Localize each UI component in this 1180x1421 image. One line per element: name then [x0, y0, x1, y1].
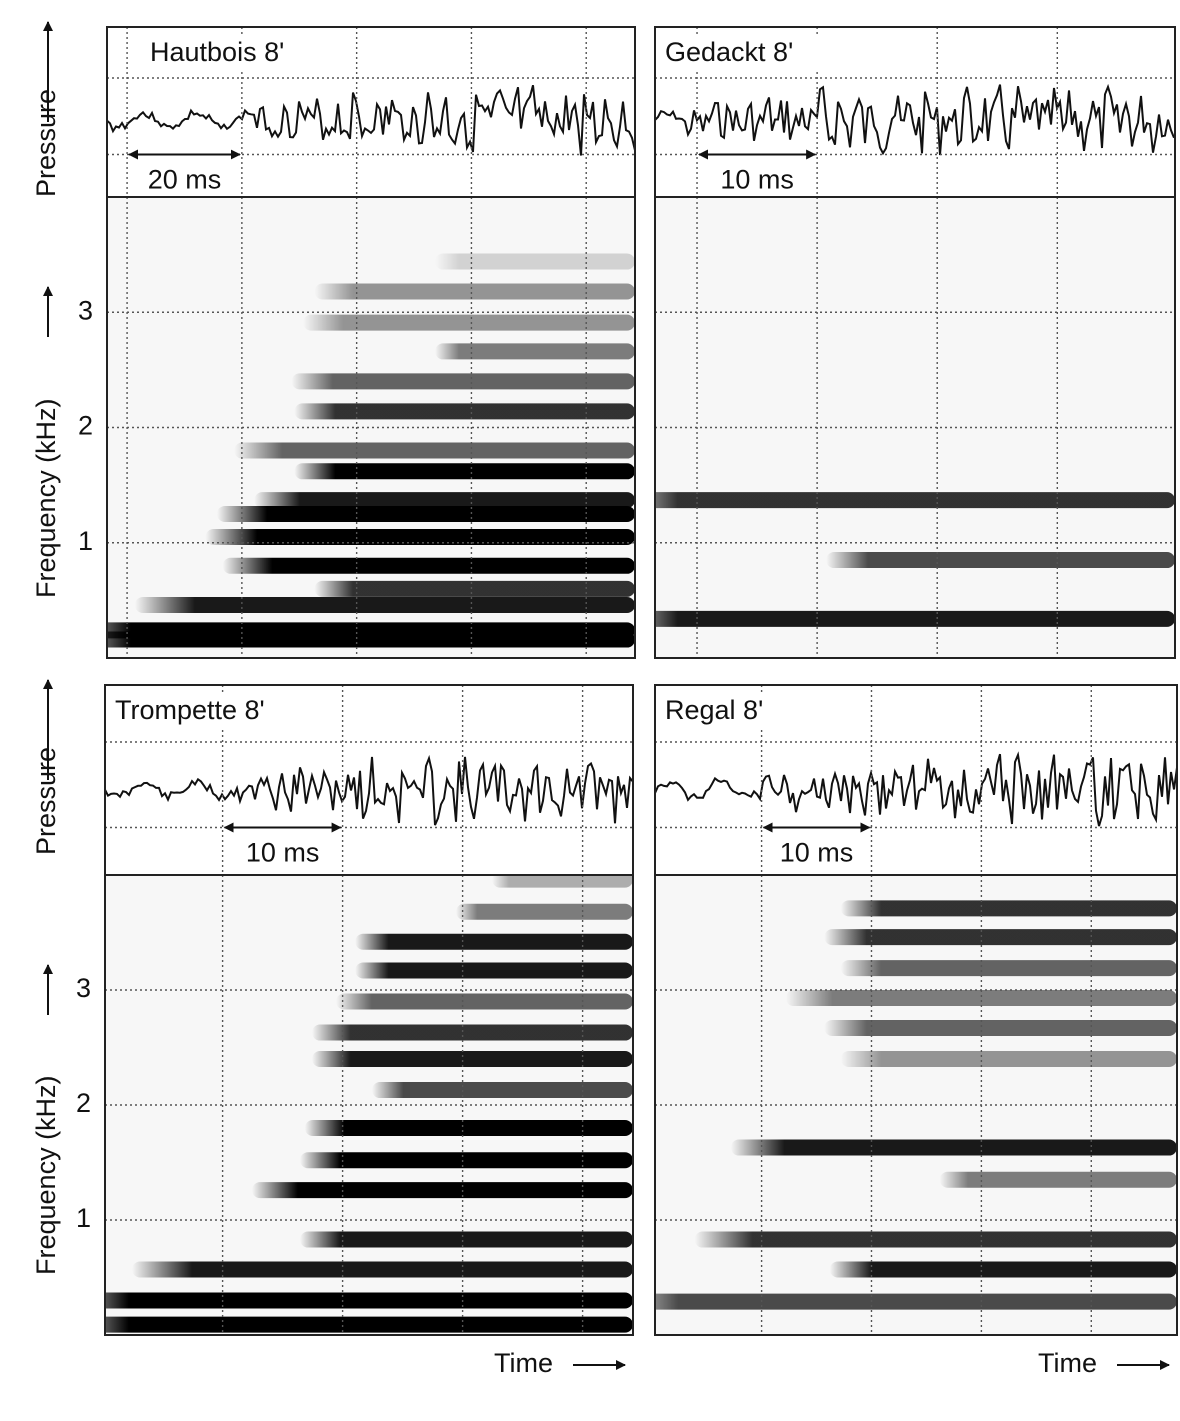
- harmonic-band: [312, 1024, 633, 1041]
- harmonic-band: [829, 1261, 1177, 1278]
- harmonic-band: [824, 1019, 1177, 1036]
- harmonic-band: [355, 933, 633, 950]
- pressure-waveform: [104, 754, 634, 826]
- pressure-waveform: [654, 751, 1178, 827]
- harmonic-band: [304, 1120, 633, 1136]
- pressure-label: Pressure: [31, 89, 61, 197]
- time-label: Time: [494, 1348, 553, 1378]
- harmonic-band: [205, 528, 635, 545]
- harmonic-band: [107, 622, 635, 639]
- title-bg: [109, 693, 279, 729]
- scale-label: 10 ms: [720, 165, 794, 195]
- harmonic-band: [435, 343, 635, 360]
- y-tick-label: 1: [78, 526, 93, 556]
- harmonic-band: [372, 1082, 633, 1099]
- panel: Gedackt 8' 10 ms: [654, 26, 1176, 659]
- scale-label: 20 ms: [148, 165, 222, 195]
- harmonic-band: [655, 492, 1175, 509]
- scale-label: 10 ms: [780, 838, 854, 868]
- harmonic-band: [840, 900, 1177, 917]
- harmonic-band: [294, 403, 635, 420]
- y-tick-label: 3: [78, 295, 93, 325]
- harmonic-band: [939, 1171, 1177, 1188]
- time-label: Time: [1038, 1348, 1097, 1378]
- panel-frame: [106, 26, 636, 659]
- bands: [655, 900, 1177, 1310]
- pressure-waveform: [654, 83, 1175, 156]
- harmonic-band: [303, 314, 635, 331]
- panel-frame: [654, 26, 1176, 659]
- y-tick-label: 1: [76, 1203, 91, 1233]
- harmonic-band: [336, 993, 633, 1010]
- pressure-waveform: [106, 84, 636, 156]
- y-tick-label: 2: [76, 1088, 91, 1118]
- panel-title: Hautbois 8': [150, 37, 284, 67]
- harmonic-band: [314, 283, 635, 300]
- panel-frame: [654, 684, 1178, 1336]
- panel: Regal 8' 10 ms Time: [654, 684, 1178, 1378]
- harmonic-band: [294, 463, 635, 480]
- harmonic-band: [300, 1152, 633, 1169]
- harmonic-band: [105, 1292, 633, 1309]
- title-bg: [144, 35, 314, 71]
- harmonic-band: [785, 990, 1177, 1007]
- harmonic-band: [826, 552, 1175, 569]
- bands: [107, 253, 635, 648]
- panel-title: Trompette 8': [115, 695, 265, 725]
- panel-frame: [104, 684, 634, 1336]
- harmonic-band: [840, 960, 1177, 977]
- frequency-label: Frequency (kHz): [31, 398, 61, 598]
- harmonic-band: [840, 1051, 1177, 1067]
- panel-title: Regal 8': [665, 695, 763, 725]
- panel-title: Gedackt 8': [665, 37, 793, 67]
- harmonic-band: [222, 557, 635, 574]
- scale-label: 10 ms: [246, 838, 320, 868]
- harmonic-band: [824, 929, 1177, 946]
- harmonic-band: [314, 580, 635, 597]
- harmonic-band: [132, 1261, 633, 1278]
- harmonic-band: [456, 903, 633, 920]
- harmonic-band: [134, 596, 635, 613]
- frequency-label: Frequency (kHz): [31, 1075, 61, 1275]
- harmonic-band: [694, 1231, 1177, 1248]
- harmonic-band: [105, 1316, 633, 1333]
- harmonic-band: [312, 1051, 633, 1067]
- y-tick-label: 2: [78, 411, 93, 441]
- y-tick-label: 3: [76, 973, 91, 1003]
- harmonic-band: [234, 442, 635, 459]
- bands: [105, 875, 633, 1333]
- panel: 1 2 3 Trompette 8' 10 ms Pressure Frequency (k…: [31, 679, 634, 1378]
- harmonic-band: [254, 492, 635, 509]
- harmonic-band: [655, 1293, 1177, 1310]
- harmonic-band: [300, 1231, 633, 1248]
- harmonic-band: [252, 1182, 633, 1199]
- title-bg: [659, 35, 829, 71]
- harmonic-band: [730, 1139, 1177, 1156]
- pressure-label: Pressure: [31, 747, 61, 855]
- harmonic-band: [435, 253, 635, 270]
- harmonic-band: [355, 962, 633, 979]
- panel: 1 2 3 Hautbois 8' 20 ms Pressure Frequency (kH…: [31, 21, 636, 659]
- harmonic-band: [655, 610, 1175, 627]
- harmonic-band: [492, 875, 633, 888]
- harmonic-band: [291, 373, 635, 390]
- title-bg: [659, 693, 829, 729]
- harmonic-band: [216, 505, 635, 522]
- bands: [655, 492, 1175, 627]
